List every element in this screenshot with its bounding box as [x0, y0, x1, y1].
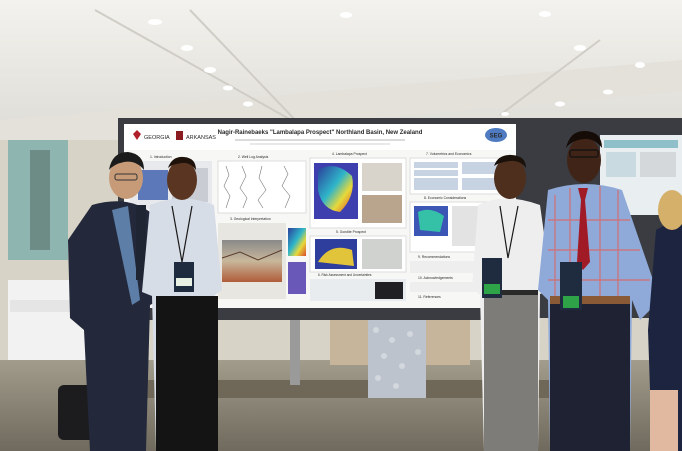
section-heading-economics: 8. Economic Considerations: [424, 196, 467, 200]
poster-org-right: ARKANSAS: [186, 135, 216, 141]
name-badge-2: [174, 262, 194, 292]
research-poster: GEORGIA ARKANSAS Nagir-Rainebaeks "Lamba…: [124, 124, 516, 308]
section-heading-welllog: 2. Well Log Analysis: [238, 155, 269, 159]
board-stand: [290, 320, 300, 385]
person-5-partial: [648, 190, 682, 451]
poster-org-left: GEORGIA: [144, 135, 170, 141]
ceiling-lights: [148, 11, 645, 116]
section-heading-recommendations: 9. Recommendations: [418, 255, 450, 259]
well-log-panel: [217, 160, 307, 214]
poster-title: Nagir-Rainebaeks "Lambalapa Prospect" No…: [218, 130, 423, 136]
person-4-plaid-shirt: [538, 130, 660, 451]
university-logo-left: GEORGIA: [133, 130, 170, 141]
person-3-white-shirt: [472, 154, 552, 451]
seg-logo: SEG: [485, 128, 507, 142]
red-tie: [577, 188, 590, 270]
section-heading-gondite: 5. Gondite Prospect: [336, 230, 366, 234]
person-2-light-shirt: [142, 156, 222, 451]
university-logo-right: ARKANSAS: [176, 131, 216, 141]
section-heading-references: 11. References: [418, 295, 441, 299]
person-1-dark-suit: [68, 152, 160, 451]
section-heading-volumetrics: 7. Volumetrics and Economics: [426, 152, 472, 156]
section-heading-intro: 1. Introduction: [150, 155, 172, 159]
section-heading-lambalapa: 4. Lambalapa Prospect: [332, 152, 367, 156]
seg-logo-text: SEG: [490, 134, 503, 140]
section-heading-risk: 6. Risk Assessment and Uncertainties: [318, 273, 372, 277]
section-heading-geology: 3. Geological Interpretation: [230, 217, 271, 221]
section-heading-acknowledgements: 10. Acknowledgements: [418, 276, 453, 280]
